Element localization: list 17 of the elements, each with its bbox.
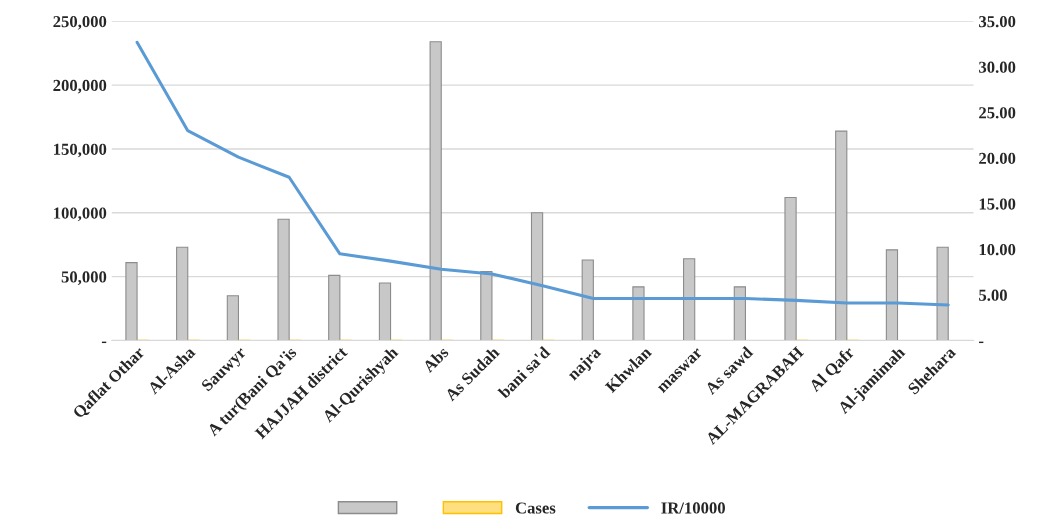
y2-tick-label: 25.00 (979, 107, 1016, 119)
y2-tick-label: 5.00 (979, 289, 1007, 301)
y2-tick-label: 10.00 (979, 243, 1016, 256)
y2-tick-label: - (979, 341, 984, 344)
y-tick-label: 50,000 (61, 271, 107, 285)
legend-label: IR/10000 (661, 502, 725, 514)
y2-tick-label: 35.00 (979, 15, 1016, 28)
y2-tick-label: 15.00 (979, 198, 1016, 210)
y-tick-label: 250,000 (53, 15, 107, 30)
y-tick-label: 150,000 (54, 143, 107, 158)
y2-tick-label: 30.00 (979, 61, 1016, 73)
legend-label: Cases (515, 502, 556, 514)
y-tick-label: 200,000 (53, 79, 107, 94)
x-tick-label: Abs (421, 345, 450, 374)
y-tick-label: - (101, 341, 107, 344)
y2-tick-label: 20.00 (979, 152, 1016, 165)
y-tick-label: 100,000 (54, 207, 107, 222)
